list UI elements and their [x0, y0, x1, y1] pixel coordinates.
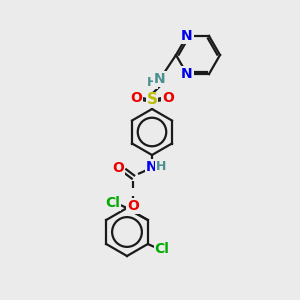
Text: O: O [127, 199, 139, 213]
Text: H: H [156, 160, 166, 173]
Text: O: O [162, 91, 174, 105]
Text: N: N [146, 160, 158, 174]
Text: N: N [181, 29, 193, 43]
Text: O: O [130, 91, 142, 105]
Text: O: O [112, 161, 124, 175]
Text: S: S [146, 92, 158, 107]
Text: N: N [154, 72, 166, 86]
Text: H: H [147, 76, 157, 88]
Text: Cl: Cl [154, 242, 169, 256]
Text: Cl: Cl [106, 196, 120, 210]
Text: N: N [181, 67, 193, 81]
